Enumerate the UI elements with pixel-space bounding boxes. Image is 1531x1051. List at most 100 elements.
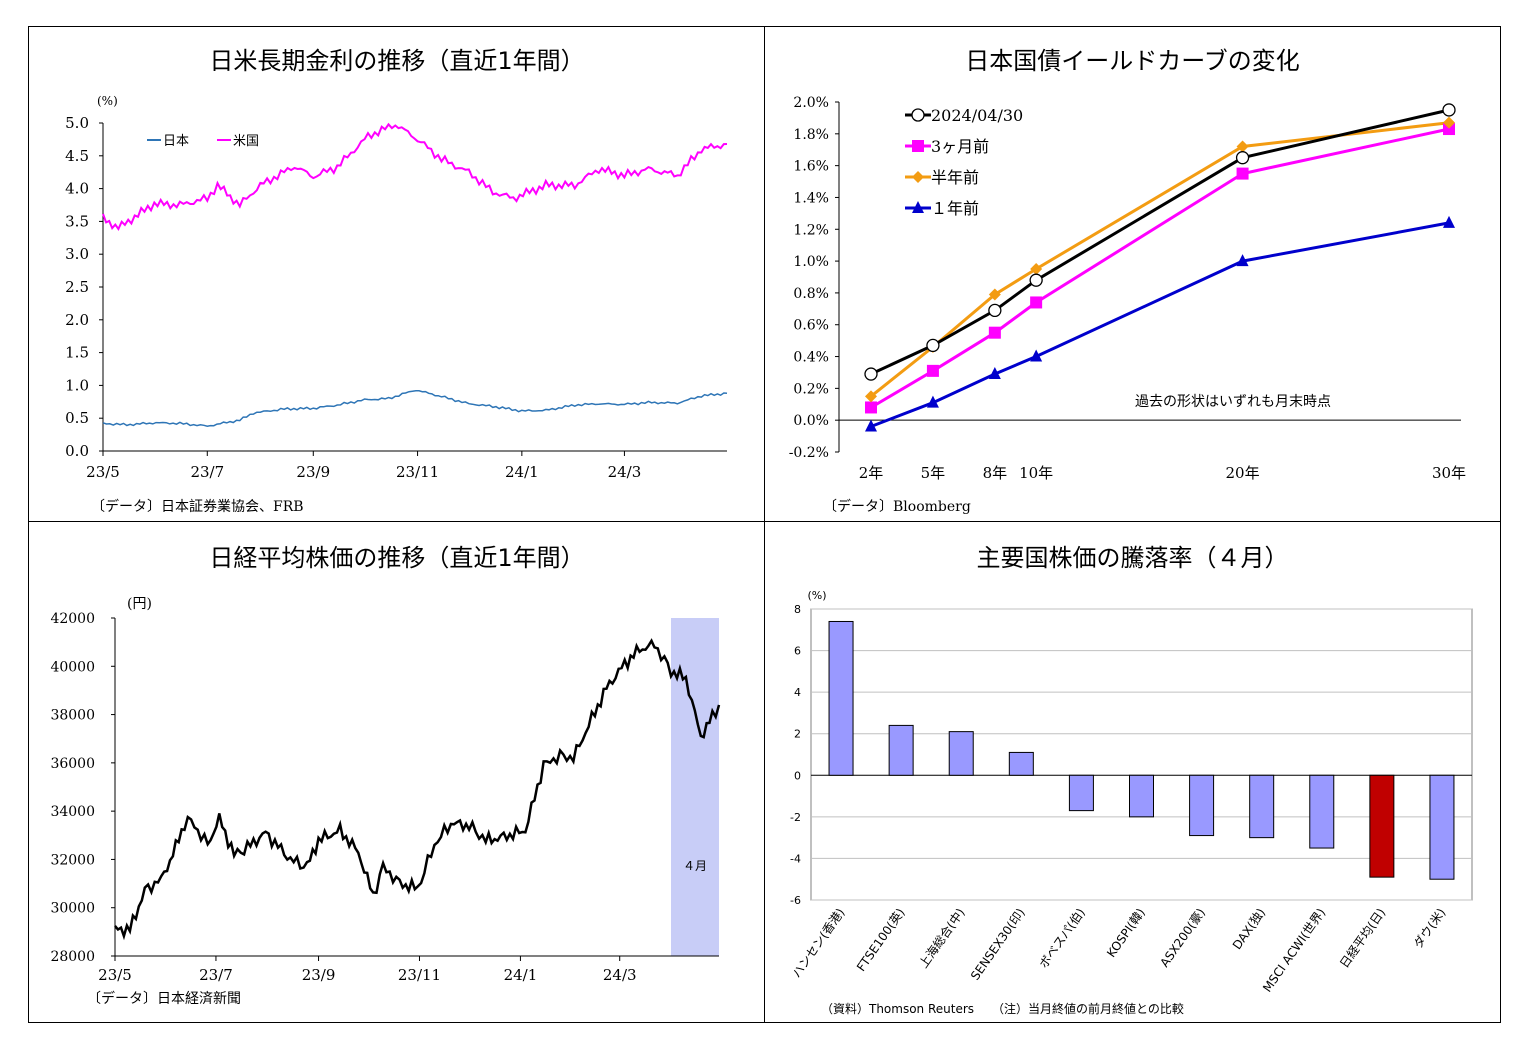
data-point	[1236, 167, 1249, 180]
legend-label: 日本	[163, 134, 189, 149]
bar	[948, 731, 974, 776]
y-tick-label: -0.2%	[789, 445, 829, 461]
y-tick-label: 1.2%	[793, 222, 829, 238]
x-tick-label: 10年	[1019, 464, 1053, 482]
y-tick-label: 1.0%	[793, 254, 829, 270]
bar	[1129, 774, 1154, 818]
panel-stock-returns: 主要国株価の騰落率（４月） -6 -4 -2 0 2 4 6 8 (%) ハンセン(香港) FTSE…	[764, 521, 1501, 1023]
y-tick-label: 2	[794, 728, 801, 741]
bar	[1369, 774, 1395, 878]
series-line	[870, 221, 1450, 428]
category-label: ASX200(豪)	[1157, 905, 1208, 970]
panel-nikkei: 日経平均株価の推移（直近1年間） ４月 28000 30000 32000 34000 3…	[28, 521, 766, 1023]
y-tick-label: 42000	[50, 611, 95, 627]
bar	[1068, 774, 1094, 812]
y-tick-label: 1.6%	[793, 159, 829, 175]
category-label: DAX(独)	[1230, 906, 1268, 952]
category-label: FTSE100(英)	[854, 906, 908, 974]
x-tick-label: 20年	[1226, 464, 1260, 482]
y-tick-label: 1.4%	[793, 190, 829, 206]
data-point	[865, 390, 877, 403]
data-point	[1235, 151, 1250, 165]
y-tick-label: 0.0	[65, 442, 89, 460]
data-point	[1236, 140, 1249, 153]
bar	[1189, 774, 1215, 837]
x-tick-label: 23/11	[398, 966, 441, 984]
x-tick-label: 23/7	[199, 966, 233, 984]
source-note: 〔データ〕日本証券業協会、FRB	[91, 499, 304, 515]
y-tick-label: 2.0%	[793, 95, 829, 111]
x-tick-label: 23/9	[296, 463, 330, 481]
x-tick-label: 8年	[983, 464, 1008, 482]
y-tick-label: 6	[794, 645, 801, 658]
category-label: ダウ(米)	[1410, 905, 1448, 951]
y-tick-label: 32000	[50, 852, 95, 868]
data-point	[988, 326, 1001, 339]
category-label: ハンセン(香港)	[789, 906, 847, 981]
y-tick-label: 0.0%	[793, 413, 829, 429]
y-tick-label: 0	[794, 769, 801, 782]
category-label: SENSEX30(印)	[968, 906, 1028, 983]
series-line-japan	[102, 389, 728, 427]
y-tick-label: 1.8%	[793, 127, 829, 143]
april-highlight	[671, 618, 719, 956]
y-axis-unit: (%)	[807, 589, 826, 602]
chart-title: 日経平均株価の推移（直近1年間）	[209, 544, 585, 572]
data-point	[865, 401, 877, 414]
source-note: 〔データ〕日本経済新聞	[87, 991, 241, 1007]
data-point	[926, 395, 939, 408]
y-tick-label: 2.0	[65, 311, 89, 329]
series-line	[870, 108, 1450, 376]
y-tick-label: 36000	[50, 756, 95, 772]
legend-marker	[912, 140, 924, 152]
y-tick-label: 0.6%	[793, 318, 829, 334]
x-tick-label: 23/9	[302, 966, 336, 984]
y-tick-label: 28000	[50, 949, 95, 965]
legend-label: 2024/04/30	[931, 106, 1023, 125]
x-tick-label: 2年	[859, 464, 884, 482]
bar	[828, 620, 854, 776]
returns-bar-chart: -6 -4 -2 0 2 4 6 8 (%) ハンセン(香港) FTSE100(英) 上海総合(中) S…	[789, 589, 1473, 995]
data-point	[988, 303, 1002, 318]
data-point	[988, 367, 1001, 380]
x-tick-label: 23/11	[396, 463, 439, 481]
legend-label: 半年前	[931, 168, 979, 187]
panel-yield-curve: 日本国債イールドカーブの変化 -0.2% 0.0% 0.2% 0.4% 0.6% 0.8%…	[764, 26, 1501, 523]
y-tick-label: -4	[790, 852, 801, 865]
y-tick-label: 4	[794, 686, 801, 699]
y-tick-label: 4.5	[65, 147, 89, 165]
x-tick-label: 30年	[1432, 464, 1466, 482]
chart-title: 日米長期金利の推移（直近1年間）	[209, 47, 585, 75]
data-point	[1030, 296, 1043, 309]
data-point	[1443, 116, 1455, 129]
bar	[1309, 774, 1335, 849]
y-tick-label: -6	[790, 894, 801, 907]
data-point	[1236, 254, 1249, 267]
data-point	[1029, 273, 1043, 287]
y-tick-label: 40000	[50, 659, 95, 675]
chart-title: 日本国債イールドカーブの変化	[965, 47, 1300, 75]
x-tick-label: 23/7	[190, 463, 224, 481]
data-point	[926, 364, 939, 377]
bar	[1008, 751, 1034, 776]
bar	[1249, 774, 1275, 839]
data-point	[1030, 349, 1043, 362]
y-tick-label: 1.5	[65, 344, 89, 362]
legend-marker	[912, 201, 924, 213]
y-tick-label: -2	[790, 811, 801, 824]
panel-jp-us-yield: 日米長期金利の推移（直近1年間） 0.0 0.5 1.0 1.5 2.0 2.5 3.0 3.…	[28, 26, 766, 523]
source-note: 〔データ〕Bloomberg	[823, 499, 971, 515]
x-tick-label: 23/5	[86, 463, 120, 481]
data-point	[864, 367, 878, 381]
data-point	[1442, 103, 1456, 117]
y-tick-label: 30000	[50, 901, 95, 917]
y-axis-unit: (円)	[127, 596, 152, 612]
yield-history-chart: 0.0 0.5 1.0 1.5 2.0 2.5 3.0 3.5 4.0 4.5 5.0 (%) 23/5…	[65, 94, 728, 481]
x-tick-label: 24/1	[505, 463, 539, 481]
x-tick-label: 23/5	[98, 966, 132, 984]
chart-annotation: 過去の形状はいずれも月末時点	[1135, 394, 1331, 410]
data-point	[988, 288, 1001, 301]
x-tick-label: 24/3	[603, 966, 637, 984]
bar	[888, 724, 914, 776]
data-point	[1030, 263, 1043, 276]
